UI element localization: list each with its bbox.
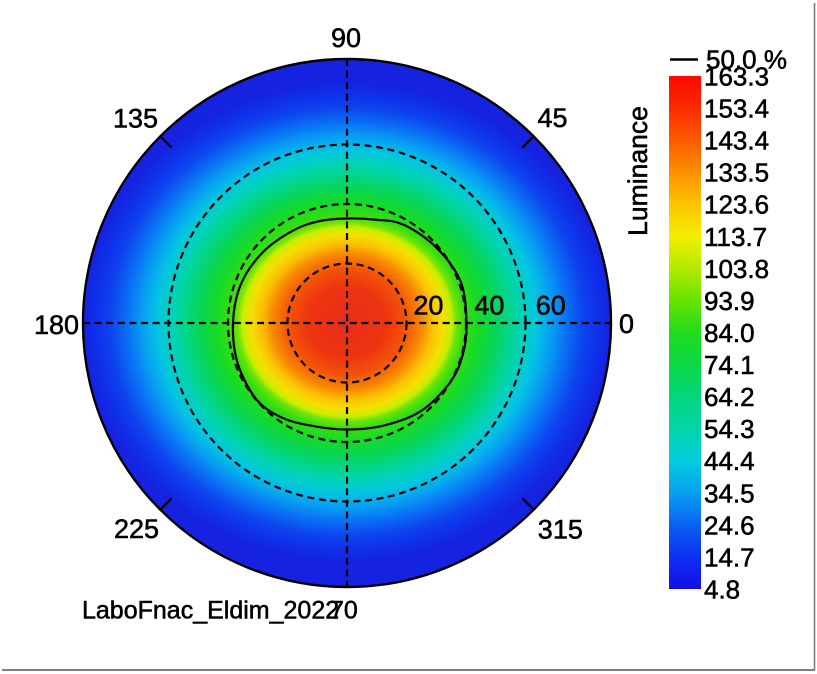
svg-text:60: 60 [536,291,566,321]
svg-text:24.6: 24.6 [704,510,755,540]
svg-text:34.5: 34.5 [704,478,755,508]
svg-text:50.0 %: 50.0 % [706,45,787,75]
svg-text:LaboFnac_Eldim_2022: LaboFnac_Eldim_2022 [82,597,339,625]
svg-text:45: 45 [538,103,568,133]
svg-text:90: 90 [331,23,361,53]
svg-text:64.2: 64.2 [704,382,755,412]
svg-text:315: 315 [538,515,583,545]
svg-text:84.0: 84.0 [704,318,755,348]
svg-text:14.7: 14.7 [704,542,755,572]
svg-text:113.7: 113.7 [704,222,767,252]
svg-text:20: 20 [413,291,443,321]
svg-text:180: 180 [34,310,79,340]
svg-text:153.4: 153.4 [704,94,769,124]
svg-text:0: 0 [619,309,634,339]
svg-text:44.4: 44.4 [704,446,755,476]
svg-text:103.8: 103.8 [704,254,769,284]
svg-text:123.6: 123.6 [704,190,769,220]
svg-text:93.9: 93.9 [704,286,755,316]
svg-text:Luminance: Luminance [623,106,653,236]
svg-text:135: 135 [113,104,158,134]
svg-text:133.5: 133.5 [704,158,769,188]
svg-text:4.8: 4.8 [704,575,740,605]
svg-text:74.1: 74.1 [704,350,755,380]
svg-text:225: 225 [114,514,159,544]
svg-text:163.3: 163.3 [704,62,769,92]
svg-text:40: 40 [474,291,504,321]
svg-text:143.4: 143.4 [704,126,769,156]
svg-text:70: 70 [330,597,358,625]
svg-text:54.3: 54.3 [704,414,755,444]
